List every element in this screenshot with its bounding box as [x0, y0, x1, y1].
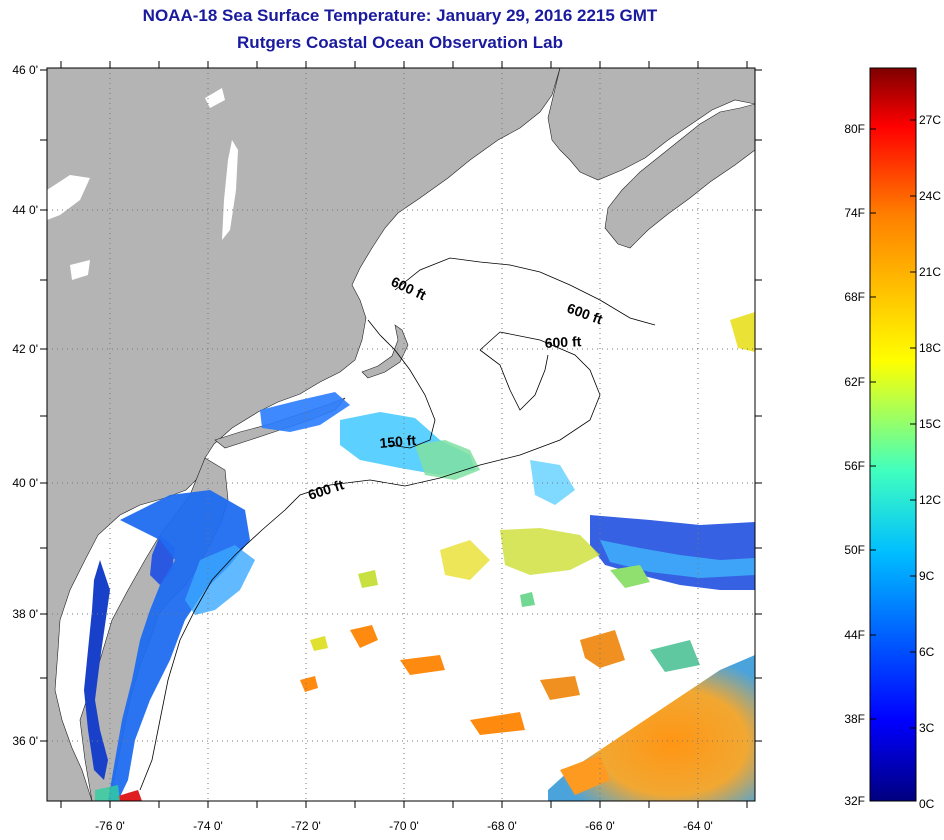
map-frame — [46, 67, 756, 802]
colorbar-f-68: 68F — [844, 290, 865, 304]
grid-lines — [47, 68, 755, 801]
sst-orange-5 — [580, 630, 625, 668]
colorbar-f-50: 50F — [844, 543, 865, 557]
lat-label-36: 36 0' — [12, 734, 38, 748]
lat-label-38: 38 0' — [12, 607, 38, 621]
sst-northeast-yellow — [730, 312, 755, 352]
sst-scatter-green — [520, 592, 535, 607]
sst-orange-7 — [560, 755, 610, 795]
map-subtitle: Rutgers Coastal Ocean Observation Lab — [237, 33, 563, 52]
land-nova-scotia — [604, 103, 755, 249]
land-new-brunswick — [547, 68, 755, 181]
sst-orange-1 — [350, 625, 378, 648]
colorbar-f-74: 74F — [844, 206, 865, 220]
lake-small-2 — [70, 260, 90, 280]
sst-scatter-green-3 — [650, 640, 700, 672]
map-title: NOAA-18 Sea Surface Temperature: January… — [142, 6, 658, 25]
colorbar-c-18: 18C — [919, 341, 941, 355]
sst-li-sound — [260, 392, 350, 432]
lake-champlain — [222, 140, 238, 240]
colorbar-c-6: 6C — [919, 645, 935, 659]
lon-label-68: -68 0' — [487, 819, 517, 833]
lat-label-46: 46 0' — [12, 63, 38, 77]
contour-label-600-georges: 600 ft — [544, 333, 582, 351]
land-cape-cod — [361, 324, 409, 379]
lon-label-70: -70 0' — [389, 819, 419, 833]
lat-label-40: 40 0' — [12, 476, 38, 490]
colorbar-c-0: 0C — [919, 797, 935, 811]
sst-south-green — [95, 785, 120, 801]
colorbar-f-44: 44F — [844, 628, 865, 642]
lon-label-66: -66 0' — [585, 819, 615, 833]
lon-label-72: -72 0' — [291, 819, 321, 833]
contour-600-line-south — [139, 331, 601, 791]
sst-midshelf-yellow-2 — [440, 540, 490, 580]
sst-orange-2 — [300, 676, 318, 692]
colorbar-f-56: 56F — [844, 459, 865, 473]
colorbar-c-12: 12C — [919, 493, 941, 507]
sst-map: 46 0' 44 0' 42 0' 40 0' 38 0' 36 0' -76 … — [12, 61, 762, 833]
sst-scatter-yellow-2 — [310, 636, 328, 651]
lake-small-1 — [205, 88, 225, 108]
colorbar-c-21: 21C — [919, 265, 941, 279]
contour-georges-line — [479, 349, 549, 411]
colorbar-gradient — [869, 67, 917, 802]
colorbar-f-38: 38F — [844, 712, 865, 726]
lat-label-42: 42 0' — [12, 342, 38, 356]
sst-orange-6 — [540, 676, 580, 700]
land-mainland — [47, 68, 561, 801]
colorbar-c-24: 24C — [919, 189, 941, 203]
sst-scatter-yellow — [358, 570, 378, 588]
contour-label-150: 150 ft — [379, 432, 417, 451]
colorbar-f-62: 62F — [844, 375, 865, 389]
lake-ontario — [47, 175, 90, 220]
contour-shelf-line — [367, 319, 436, 449]
colorbar-c-9: 9C — [919, 569, 935, 583]
sst-orange-3 — [470, 712, 525, 735]
temperature-colorbar: 80F 74F 68F 62F 56F 50F 44F 38F 32F 27C … — [844, 67, 941, 811]
sst-scatter-green-2 — [610, 565, 650, 588]
sst-midshelf-yellow — [500, 528, 600, 575]
axis-ticks — [40, 61, 762, 808]
colorbar-c-15: 15C — [919, 417, 941, 431]
sst-orange-4 — [400, 655, 445, 675]
contour-600-line-north — [394, 257, 656, 326]
lon-label-74: -74 0' — [193, 819, 223, 833]
colorbar-c-3: 3C — [919, 721, 935, 735]
colorbar-f-80: 80F — [844, 122, 865, 136]
colorbar-f-32: 32F — [844, 794, 865, 808]
lon-label-64: -64 0' — [683, 819, 713, 833]
chesapeake-bay — [84, 560, 110, 780]
lat-label-44: 44 0' — [12, 203, 38, 217]
lon-label-76: -76 0' — [95, 819, 125, 833]
sst-red-spot — [118, 790, 142, 801]
colorbar-c-27: 27C — [919, 113, 941, 127]
